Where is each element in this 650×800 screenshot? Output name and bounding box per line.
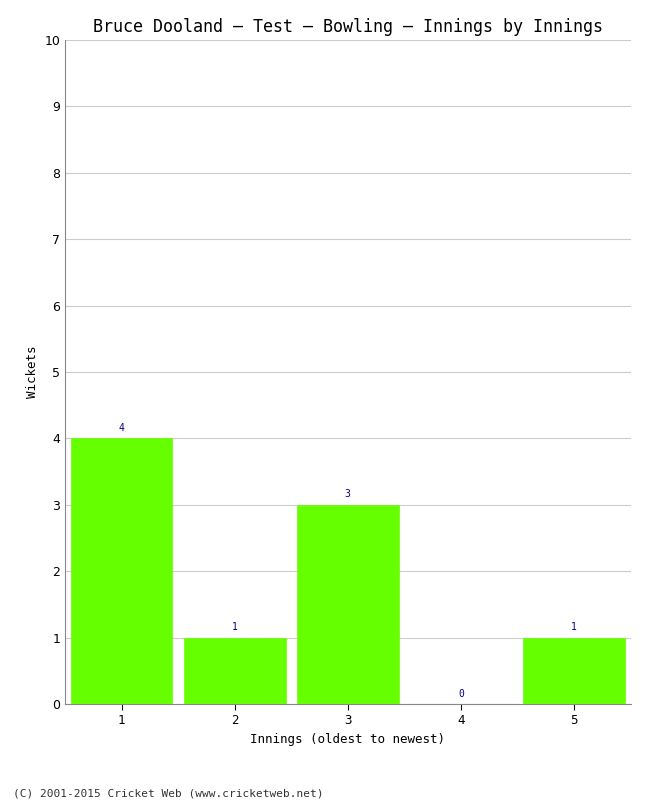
Bar [184,638,285,704]
Title: Bruce Dooland – Test – Bowling – Innings by Innings: Bruce Dooland – Test – Bowling – Innings… [93,18,603,36]
Bar [297,505,398,704]
Text: (C) 2001-2015 Cricket Web (www.cricketweb.net): (C) 2001-2015 Cricket Web (www.cricketwe… [13,788,324,798]
Text: 0: 0 [458,689,464,698]
Y-axis label: Wickets: Wickets [26,346,39,398]
Text: 4: 4 [118,423,125,433]
X-axis label: Innings (oldest to newest): Innings (oldest to newest) [250,733,445,746]
Text: 1: 1 [571,622,577,632]
Text: 1: 1 [231,622,238,632]
Bar [71,438,172,704]
Text: 3: 3 [344,490,351,499]
Bar [523,638,625,704]
